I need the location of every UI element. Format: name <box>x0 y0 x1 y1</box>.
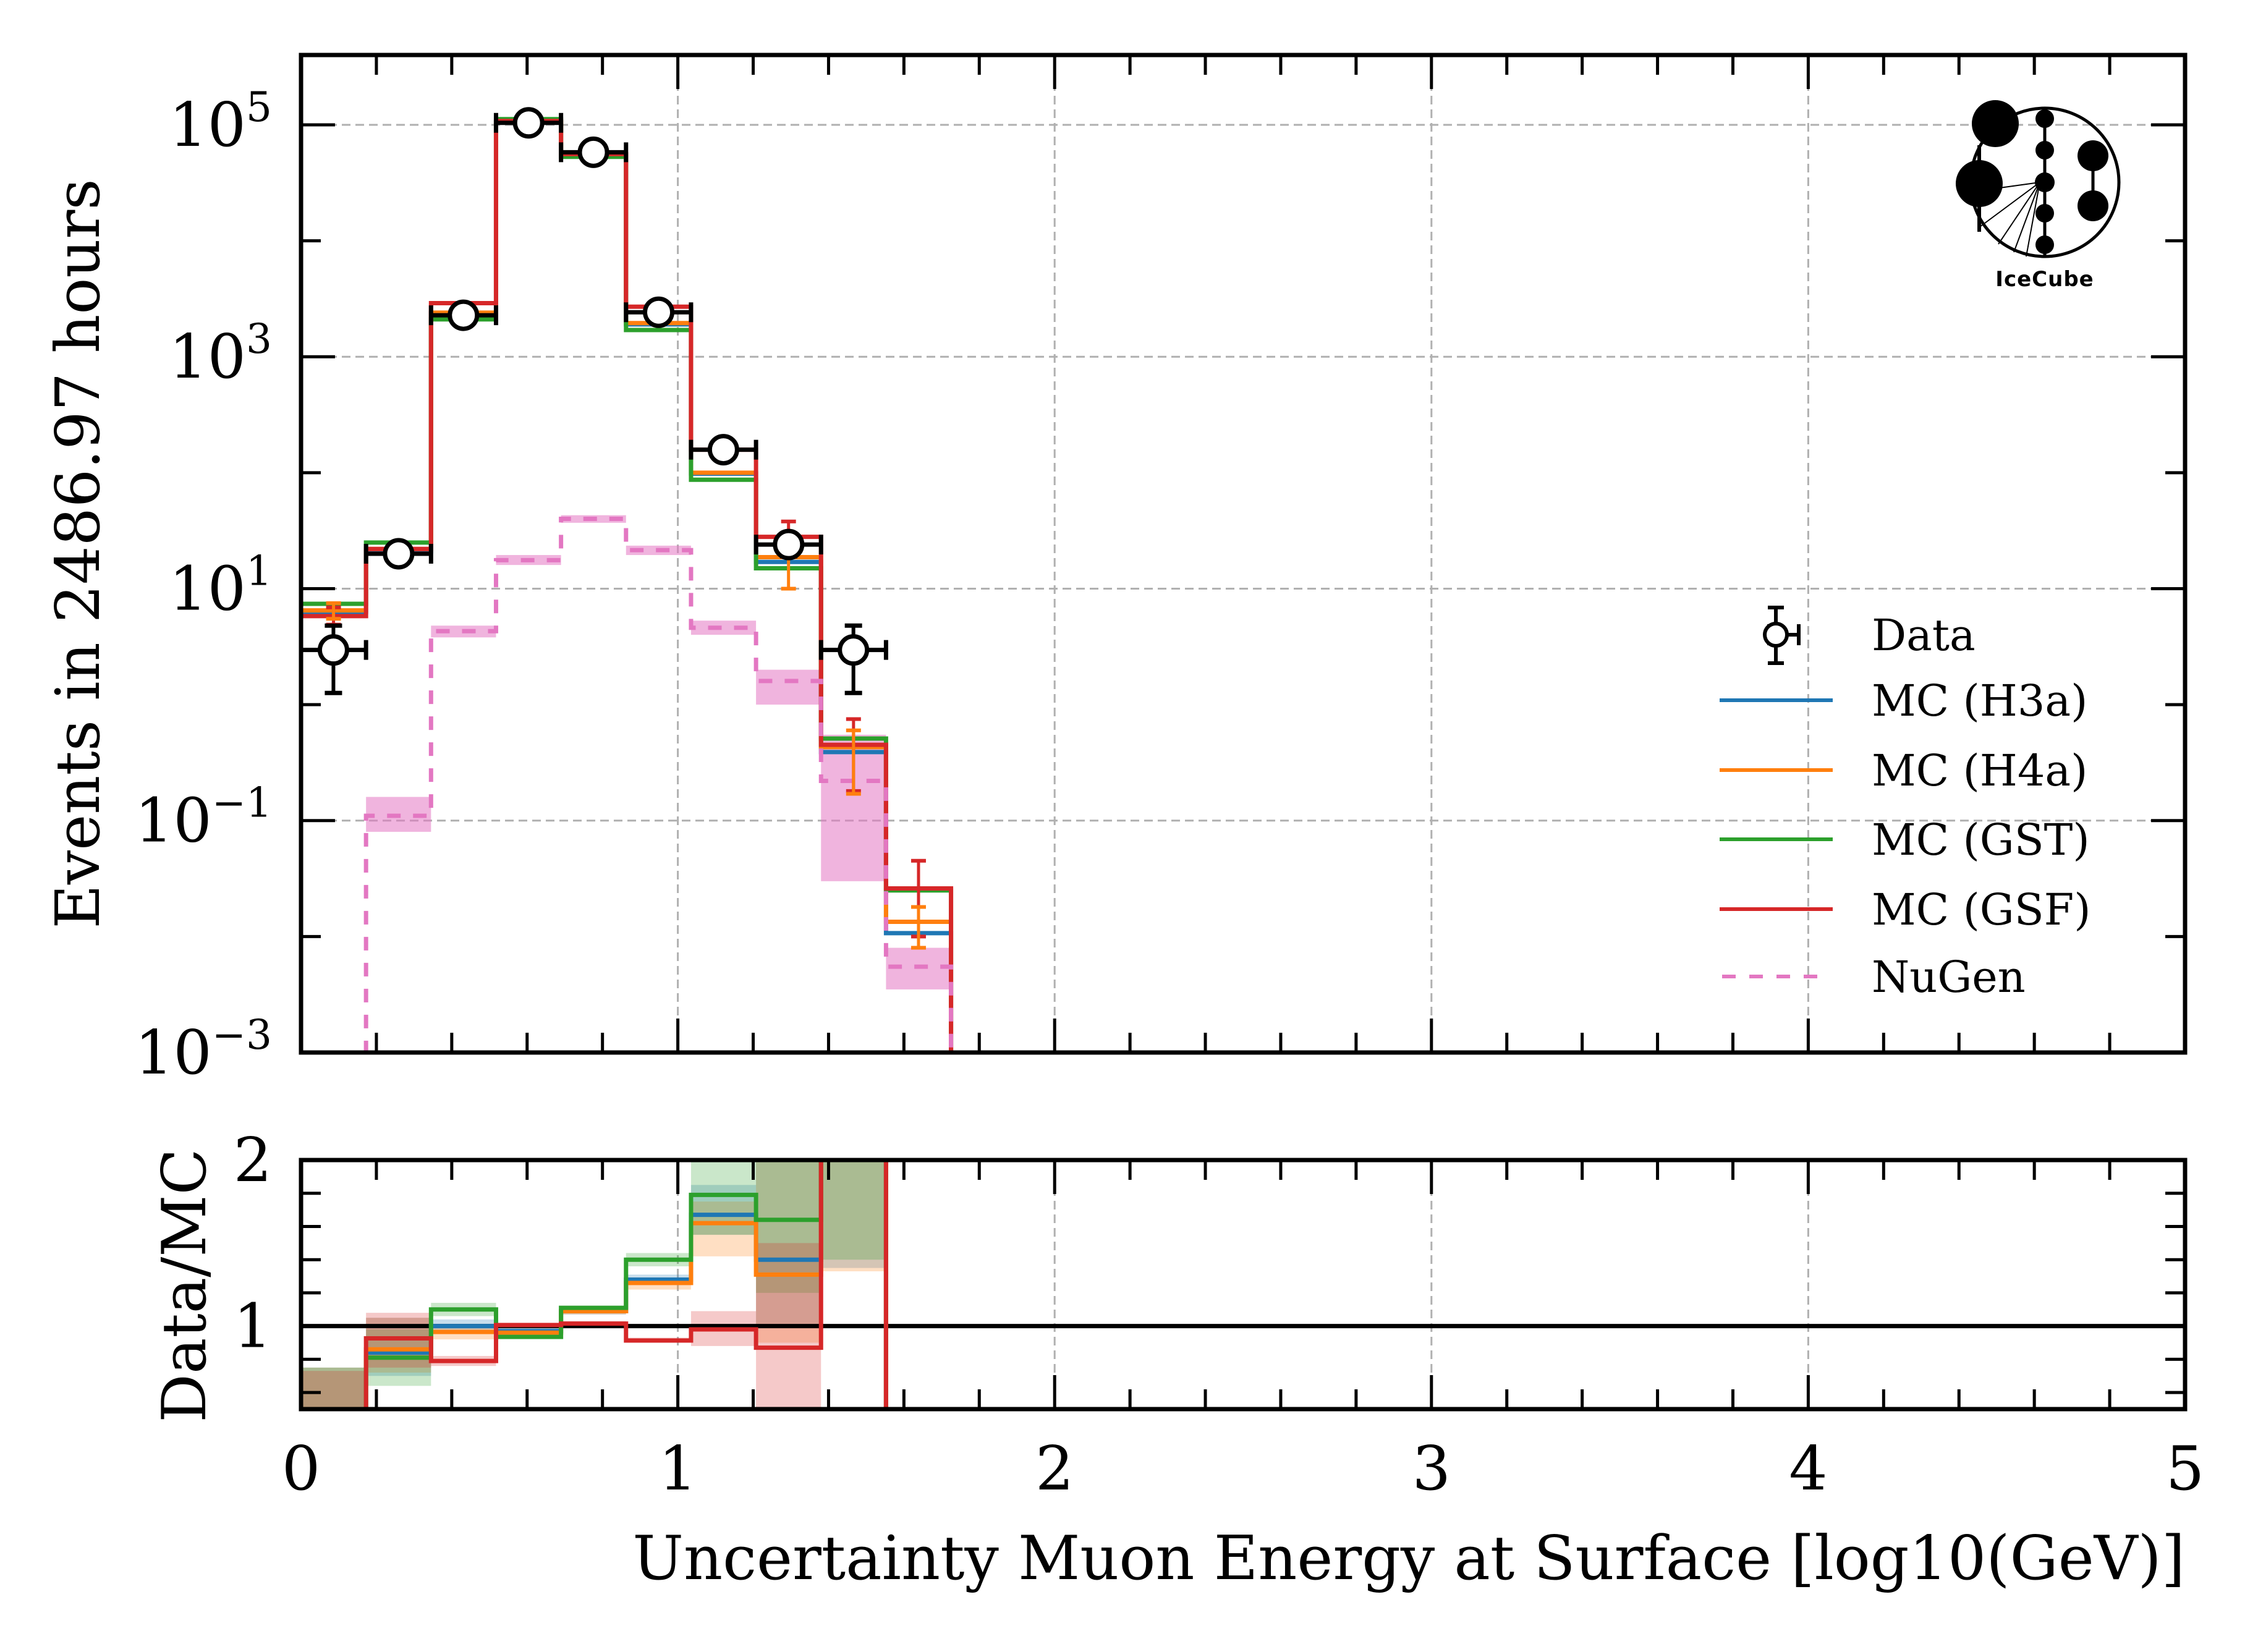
ratio-band <box>821 1160 886 1272</box>
main-plot-area <box>301 107 954 1053</box>
legend-label: MC (H4a) <box>1872 745 2087 796</box>
ratio-band <box>301 1367 367 1409</box>
nugen-band <box>690 621 757 635</box>
data-point <box>448 299 480 331</box>
nugen-band <box>756 669 821 705</box>
series-line-mcgsf <box>301 119 954 1053</box>
x-tick-label: 5 <box>2166 1434 2204 1504</box>
x-tick-label: 1 <box>658 1434 697 1504</box>
x-tick-label: 4 <box>1789 1434 1827 1504</box>
y-tick-label: 101 <box>169 547 272 624</box>
ratio-band <box>821 1160 886 1260</box>
x-tick-label: 0 <box>282 1434 320 1504</box>
y-tick-label: 10−3 <box>135 1011 272 1088</box>
ratio-band <box>301 1367 367 1409</box>
y-axis-label-main: Events in 2486.97 hours <box>43 179 114 928</box>
tick-labels: 0 1 2 3 4 5 105 103 101 10−1 10−3 2 1 <box>135 83 2204 1504</box>
legend-label: MC (H3a) <box>1872 676 2087 726</box>
legend-label: Data <box>1872 610 1976 661</box>
x-tick-label: 2 <box>1035 1434 1074 1504</box>
ratio-y-tick-label: 2 <box>234 1125 272 1196</box>
y-tick-label: 103 <box>169 315 272 392</box>
data-marker-icon <box>1763 622 1789 648</box>
legend-item-gsf: MC (GSF) <box>1720 884 2091 935</box>
ratio-band <box>756 1160 821 1293</box>
data-point <box>512 107 545 139</box>
legend-item-data: Data <box>1763 606 1976 665</box>
legend-label: MC (GST) <box>1872 815 2090 865</box>
data-point <box>317 634 349 666</box>
y-tick-label: 10−1 <box>135 779 272 857</box>
legend-item-nugen: NuGen <box>1722 952 2026 1002</box>
ratio-line-mcgsf <box>301 1160 888 1409</box>
ratio-band <box>690 1201 757 1256</box>
legend-label: MC (GSF) <box>1872 884 2091 935</box>
ratio-band <box>821 1143 886 1160</box>
logo-text: IceCube <box>1995 267 2094 292</box>
axes-frames <box>299 53 2188 1412</box>
ratio-band <box>821 1160 886 1268</box>
ratio-grid <box>300 1160 2186 1409</box>
y-axis-label-ratio: Data/MC <box>150 1148 220 1422</box>
data-point <box>643 296 675 328</box>
legend: Data MC (H3a) MC (H4a) MC (GST) MC (GSF)… <box>1720 606 2091 1002</box>
legend-item-gst: MC (GST) <box>1720 815 2090 865</box>
data-point <box>383 538 415 570</box>
legend-label: NuGen <box>1872 952 2026 1002</box>
ratio-band <box>301 1371 367 1409</box>
ratio-y-tick-label: 1 <box>234 1292 272 1362</box>
ratio-plot-area <box>301 1143 2185 1409</box>
data-point <box>838 634 870 666</box>
x-tick-label: 3 <box>1412 1434 1451 1504</box>
main-axes-frame <box>299 53 2188 1055</box>
data-point <box>577 136 609 168</box>
ratio-axes-frame <box>299 1158 2188 1412</box>
icecube-logo: IceCube <box>1956 100 2121 292</box>
ratio-band <box>756 1160 821 1326</box>
ratio-band <box>756 1160 821 1343</box>
data-point <box>773 528 805 561</box>
data-point <box>707 434 739 466</box>
legend-item-h3a: MC (H3a) <box>1720 676 2087 726</box>
ratio-band <box>301 1367 367 1409</box>
y-tick-label: 105 <box>169 83 272 161</box>
x-axis-label: Uncertainty Muon Energy at Surface [log1… <box>632 1523 2185 1594</box>
legend-item-h4a: MC (H4a) <box>1720 745 2087 796</box>
